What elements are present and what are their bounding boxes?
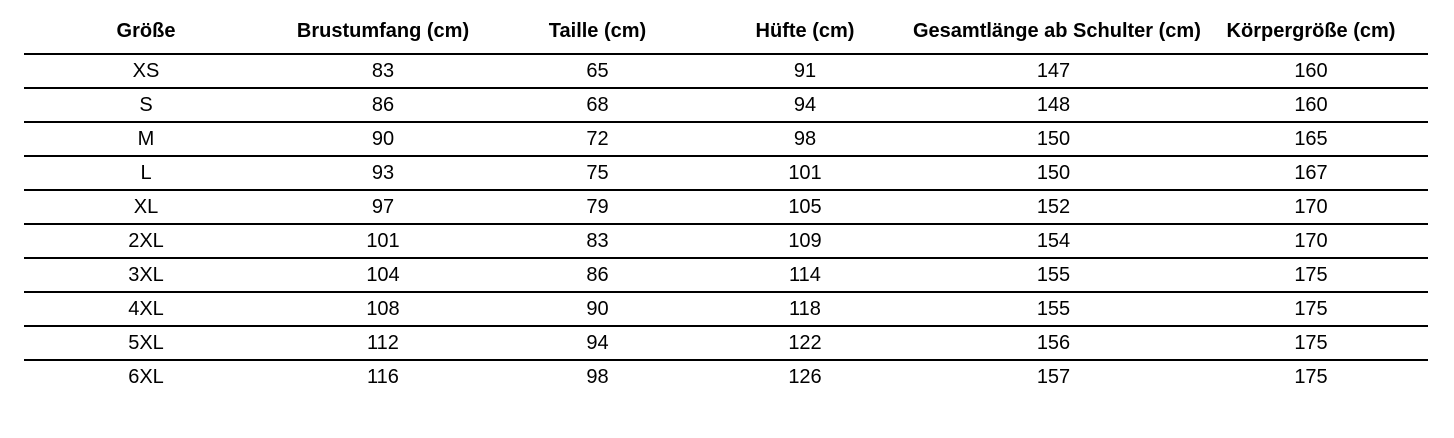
measurement-cell: 157 [1036, 366, 1071, 388]
measurement-cell: 155 [1036, 263, 1071, 286]
measurement-cell: 170 [1294, 229, 1328, 252]
measurement-cell: 104 [366, 263, 400, 286]
measurement-cell: 175 [1294, 297, 1328, 320]
measurement-cell: 65 [586, 59, 609, 82]
measurement-cell: 86 [371, 93, 395, 116]
measurement-cell: 68 [586, 93, 609, 116]
measurement-cell: 147 [1036, 59, 1071, 82]
size-table-body: XS 83 65 91 147 160 S 86 68 94 148 160 M 90 72 98 150 165… [24, 54, 1428, 394]
size-table: Größe Brustumfang (cm) Taille (cm) Hüfte (c… [24, 0, 1428, 394]
measurement-cell: 152 [1036, 195, 1071, 218]
measurement-cell: 167 [1294, 161, 1328, 184]
measurement-cell: 150 [1036, 127, 1071, 150]
measurement-cell: 170 [1294, 195, 1328, 218]
measurement-cell: 122 [788, 331, 822, 354]
measurement-cell: 83 [586, 229, 609, 252]
column-header-4: Gesamtlänge ab Schulter (cm) [913, 20, 1201, 42]
measurement-cell: 154 [1036, 229, 1071, 252]
measurement-cell: 160 [1294, 59, 1328, 82]
table-row: 3XL 104 86 114 155 175 [24, 258, 1428, 292]
measurement-cell: 114 [789, 263, 821, 286]
size-label-cell: 4XL [128, 297, 164, 320]
measurement-cell: 94 [586, 331, 609, 354]
table-row: 6XL 116 98 126 157 175 [24, 360, 1428, 394]
measurement-cell: 108 [366, 297, 400, 320]
table-row: M 90 72 98 150 165 [24, 122, 1428, 156]
size-label-cell: S [139, 93, 153, 116]
measurement-cell: 75 [586, 161, 609, 184]
measurement-cell: 126 [788, 366, 822, 388]
header-row: Größe Brustumfang (cm) Taille (cm) Hüfte (c… [24, 0, 1428, 54]
table-row: L 93 75 101 150 167 [24, 156, 1428, 190]
measurement-cell: 98 [793, 127, 817, 150]
measurement-cell: 101 [788, 161, 822, 184]
table-row: 5XL 112 94 122 156 175 [24, 326, 1428, 360]
measurement-cell: 155 [1036, 297, 1071, 320]
column-header-3: Hüfte (cm) [755, 20, 855, 42]
table-row: S 86 68 94 148 160 [24, 88, 1428, 122]
size-label-cell: 6XL [128, 366, 164, 388]
table-row: XS 83 65 91 147 160 [24, 54, 1428, 88]
measurement-cell: 148 [1036, 93, 1071, 116]
column-header-0: Größe [116, 20, 176, 42]
measurement-cell: 83 [371, 59, 395, 82]
measurement-cell: 93 [371, 161, 395, 184]
measurement-cell: 165 [1294, 127, 1328, 150]
column-header-5: Körpergröße (cm) [1226, 20, 1396, 42]
measurement-cell: 91 [793, 59, 817, 82]
measurement-cell: 94 [793, 93, 817, 116]
measurement-cell: 98 [586, 366, 609, 388]
size-label-cell: L [140, 161, 152, 184]
measurement-cell: 175 [1294, 331, 1328, 354]
size-label-cell: XL [133, 195, 159, 218]
measurement-cell: 112 [367, 331, 399, 354]
size-chart-container: Größe Brustumfang (cm) Taille (cm) Hüfte (c… [24, 0, 1428, 394]
column-header-2: Taille (cm) [548, 20, 647, 42]
column-header-1: Brustumfang (cm) [296, 20, 470, 42]
measurement-cell: 79 [586, 195, 609, 218]
measurement-cell: 116 [367, 366, 399, 388]
size-label-cell: 2XL [128, 229, 164, 252]
measurement-cell: 90 [371, 127, 395, 150]
measurement-cell: 109 [788, 229, 822, 252]
measurement-cell: 90 [586, 297, 609, 320]
measurement-cell: 118 [789, 297, 821, 320]
table-row: XL 97 79 105 152 170 [24, 190, 1428, 224]
measurement-cell: 97 [371, 195, 395, 218]
size-label-cell: M [137, 127, 155, 150]
measurement-cell: 156 [1036, 331, 1071, 354]
measurement-cell: 105 [788, 195, 822, 218]
measurement-cell: 101 [366, 229, 400, 252]
table-row: 2XL 101 83 109 154 170 [24, 224, 1428, 258]
measurement-cell: 175 [1294, 263, 1328, 286]
measurement-cell: 175 [1294, 366, 1328, 388]
measurement-cell: 160 [1294, 93, 1328, 116]
measurement-cell: 150 [1036, 161, 1071, 184]
size-label-cell: XS [132, 59, 160, 82]
measurement-cell: 72 [586, 127, 609, 150]
table-row: 4XL 108 90 118 155 175 [24, 292, 1428, 326]
size-label-cell: 5XL [128, 331, 164, 354]
measurement-cell: 86 [586, 263, 609, 286]
size-label-cell: 3XL [128, 263, 164, 286]
